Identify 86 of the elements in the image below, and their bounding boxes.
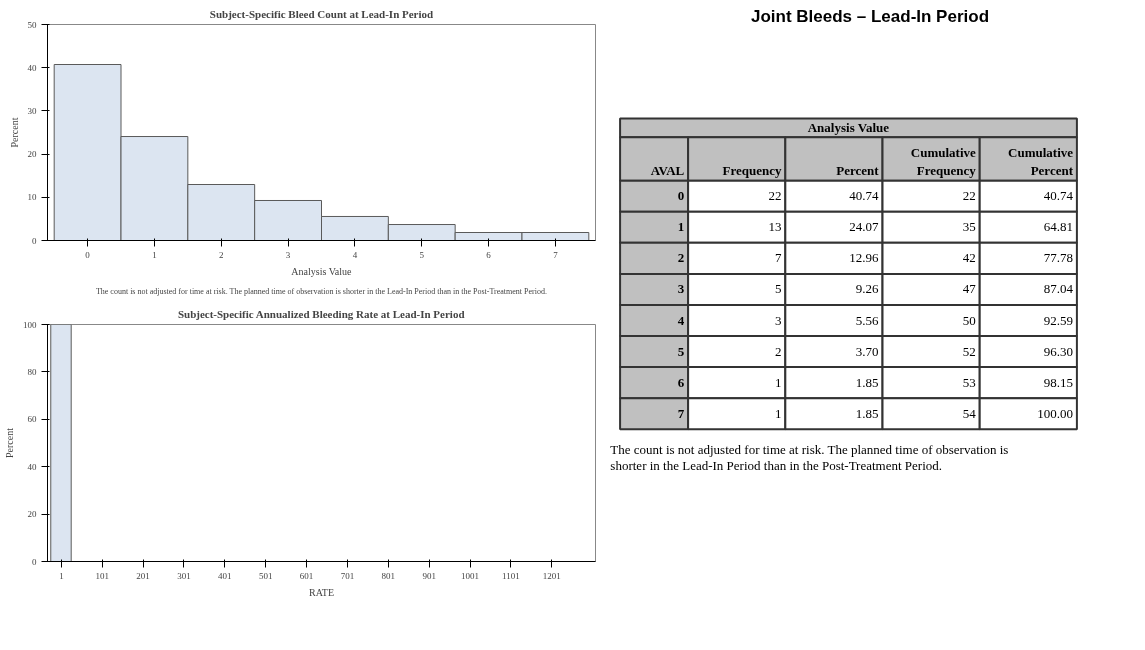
x-tick-label: 401 — [218, 570, 232, 581]
y-tick-label: 5 — [677, 343, 685, 359]
data-label: 22 — [962, 188, 976, 204]
x-tick-label: 2 — [219, 249, 224, 260]
data-label: 3 — [774, 312, 782, 328]
chart-subtitle: Analysis Value — [807, 120, 890, 136]
data-label: 98.15 — [1043, 374, 1074, 390]
data-label: 87.04 — [1043, 281, 1074, 297]
x-tick-label: 201 — [136, 570, 150, 581]
x-tick-label: 901 — [422, 570, 436, 581]
data-label: 24.07 — [849, 219, 880, 235]
data-label: 13 — [768, 219, 782, 235]
data-label: 12.96 — [849, 250, 880, 266]
data-label: 35 — [962, 219, 976, 235]
x-tick-label: Cumulative Percent — [1008, 145, 1074, 179]
y-axis-title: Percent — [8, 117, 20, 148]
y-tick-label: 30 — [27, 105, 37, 116]
x-tick-label: 701 — [340, 570, 355, 581]
data-label: 9.26 — [855, 281, 880, 297]
x-tick-label: 5 — [419, 249, 425, 260]
x-tick-label: 7 — [553, 249, 559, 260]
y-tick-label: 50 — [27, 19, 37, 30]
x-tick-label: Cumulative Frequency — [910, 145, 977, 179]
x-tick-label: 501 — [258, 570, 273, 581]
y-tick-label: 7 — [677, 405, 685, 421]
data-label: 64.81 — [1043, 219, 1074, 235]
x-tick-label: 1 — [59, 570, 64, 581]
data-label: 1 — [774, 374, 782, 390]
x-tick-label: 1101 — [502, 570, 520, 581]
text: The count is not adjusted for time at risk. The planned time of observation is shorter in the Lead-In Period than in the Post-Treatment Period. — [95, 286, 547, 296]
y-tick-label: 100 — [23, 319, 37, 330]
y-tick-label: 0 — [32, 556, 37, 567]
x-tick-label: 101 — [95, 570, 110, 581]
x-tick-label: 6 — [486, 249, 492, 260]
data-label: 2 — [774, 343, 782, 359]
data-label: 5.56 — [855, 312, 880, 328]
chart-title: Joint Bleeds – Lead-In Period — [750, 6, 990, 28]
y-tick-label: 40 — [27, 461, 37, 472]
x-tick-label: 1001 — [461, 570, 480, 581]
x-tick-label: 1 — [152, 249, 157, 260]
y-tick-label: 0 — [32, 235, 37, 246]
data-label: 40.74 — [1043, 188, 1074, 204]
x-tick-label: 0 — [85, 249, 91, 260]
x-tick-label: 3 — [285, 249, 291, 260]
y-tick-label: 1 — [677, 219, 685, 235]
x-tick-label: Percent — [836, 163, 880, 179]
data-label: 1 — [774, 405, 782, 421]
y-tick-label: 40 — [27, 62, 37, 73]
y-tick-label: 10 — [27, 192, 37, 203]
x-axis-title: Analysis Value — [291, 265, 353, 277]
y-axis-title: AVAL — [650, 163, 685, 179]
data-label: 50 — [962, 312, 976, 328]
data-label: 40.74 — [849, 188, 880, 204]
data-label: 77.78 — [1043, 250, 1074, 266]
x-tick-label: 301 — [177, 570, 191, 581]
x-tick-label: 601 — [299, 570, 314, 581]
x-tick-label: 1201 — [542, 570, 561, 581]
data-label: 96.30 — [1043, 343, 1074, 359]
y-tick-label: 60 — [27, 414, 37, 425]
data-label: 52 — [962, 343, 976, 359]
data-label: 5 — [774, 281, 782, 297]
x-axis-title: RATE — [309, 586, 334, 598]
y-tick-label: 80 — [27, 366, 37, 377]
y-axis-title: Percent — [4, 427, 15, 458]
data-label: 1.85 — [855, 374, 879, 390]
y-tick-label: 20 — [27, 149, 37, 160]
x-tick-label: 4 — [352, 249, 358, 260]
y-tick-label: 3 — [677, 281, 685, 297]
text: The count is not adjusted for time at risk. The planned time of observation is shorter in the Lead-In Period than in the Post-Treatment Period. — [610, 441, 1009, 474]
y-tick-label: 6 — [677, 374, 685, 390]
y-tick-label: 0 — [677, 188, 685, 204]
y-tick-label: 20 — [27, 509, 37, 520]
data-label: 3.70 — [855, 343, 879, 359]
data-label: 42 — [962, 250, 976, 266]
data-label: 1.85 — [855, 405, 879, 421]
chart-title: Subject-Specific Bleed Count at Lead-In Period — [209, 7, 434, 20]
y-tick-label: 4 — [677, 312, 685, 328]
data-label: 100.00 — [1037, 405, 1074, 421]
chart-title: Subject-Specific Annualized Bleeding Rate at Lead-In Period — [177, 307, 465, 320]
data-label: 54 — [962, 405, 977, 421]
data-label: 47 — [962, 281, 977, 297]
data-label: 53 — [962, 374, 976, 390]
data-label: 92.59 — [1043, 312, 1074, 328]
data-label: 22 — [768, 188, 782, 204]
x-tick-label: Frequency — [722, 163, 782, 179]
x-tick-label: 801 — [381, 570, 396, 581]
